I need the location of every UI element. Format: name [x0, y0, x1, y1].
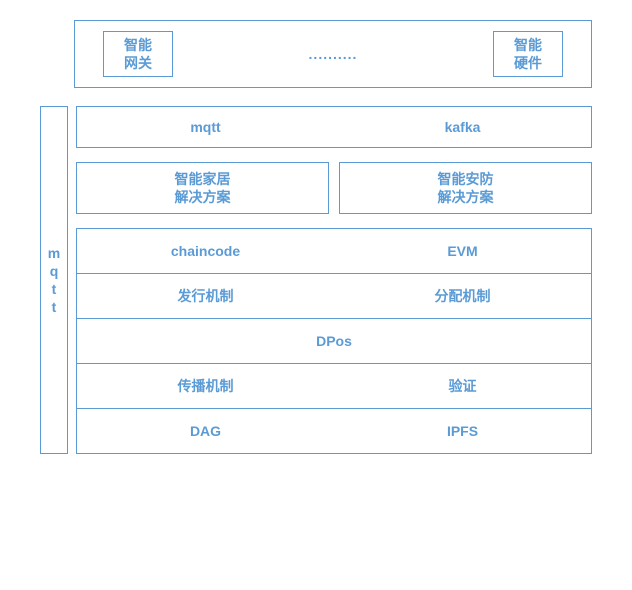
solution-security: 智能安防解决方案	[339, 162, 592, 214]
sidebar-char-1: q	[50, 262, 59, 280]
stack-2: DPos	[77, 319, 591, 363]
gateway-box: 智能网关	[103, 31, 173, 77]
solutions-row: 智能家居解决方案 智能安防解决方案	[76, 162, 592, 214]
stack-row-2: DPos	[76, 318, 592, 364]
solution-home: 智能家居解决方案	[76, 162, 329, 214]
main-area: m q t t mqtt kafka 智能家居解决方案 智能安防解决方案 cha…	[40, 106, 592, 454]
stack-3-right: 验证	[334, 364, 591, 408]
stack-4-left: DAG	[77, 409, 334, 453]
stack-0-left: chaincode	[77, 229, 334, 273]
right-column: mqtt kafka 智能家居解决方案 智能安防解决方案 chaincode E…	[76, 106, 592, 454]
hardware-label: 智能硬件	[514, 36, 542, 72]
stack-row-3: 传播机制 验证	[76, 363, 592, 409]
hardware-box: 智能硬件	[493, 31, 563, 77]
solution-home-label: 智能家居解决方案	[175, 170, 231, 206]
top-row: 智能网关 .......... 智能硬件	[74, 20, 592, 88]
dots: ..........	[309, 46, 358, 62]
sidebar-char-3: t	[52, 298, 57, 316]
protocol-row: mqtt kafka	[76, 106, 592, 148]
stack-1-left: 发行机制	[77, 274, 334, 318]
stack-row-1: 发行机制 分配机制	[76, 273, 592, 319]
sidebar-char-2: t	[52, 280, 57, 298]
protocol-left: mqtt	[77, 107, 334, 147]
solution-security-label: 智能安防解决方案	[438, 170, 494, 206]
protocol-right: kafka	[334, 107, 591, 147]
stack-row-0: chaincode EVM	[76, 228, 592, 274]
stack-4-right: IPFS	[334, 409, 591, 453]
stack-3-left: 传播机制	[77, 364, 334, 408]
tech-stack: chaincode EVM 发行机制 分配机制 DPos 传播机制 验证 DAG…	[76, 228, 592, 454]
gateway-label: 智能网关	[124, 36, 152, 72]
stack-1-right: 分配机制	[334, 274, 591, 318]
sidebar-mqtt: m q t t	[40, 106, 68, 454]
stack-row-4: DAG IPFS	[76, 408, 592, 454]
sidebar-char-0: m	[48, 244, 60, 262]
stack-0-right: EVM	[334, 229, 591, 273]
